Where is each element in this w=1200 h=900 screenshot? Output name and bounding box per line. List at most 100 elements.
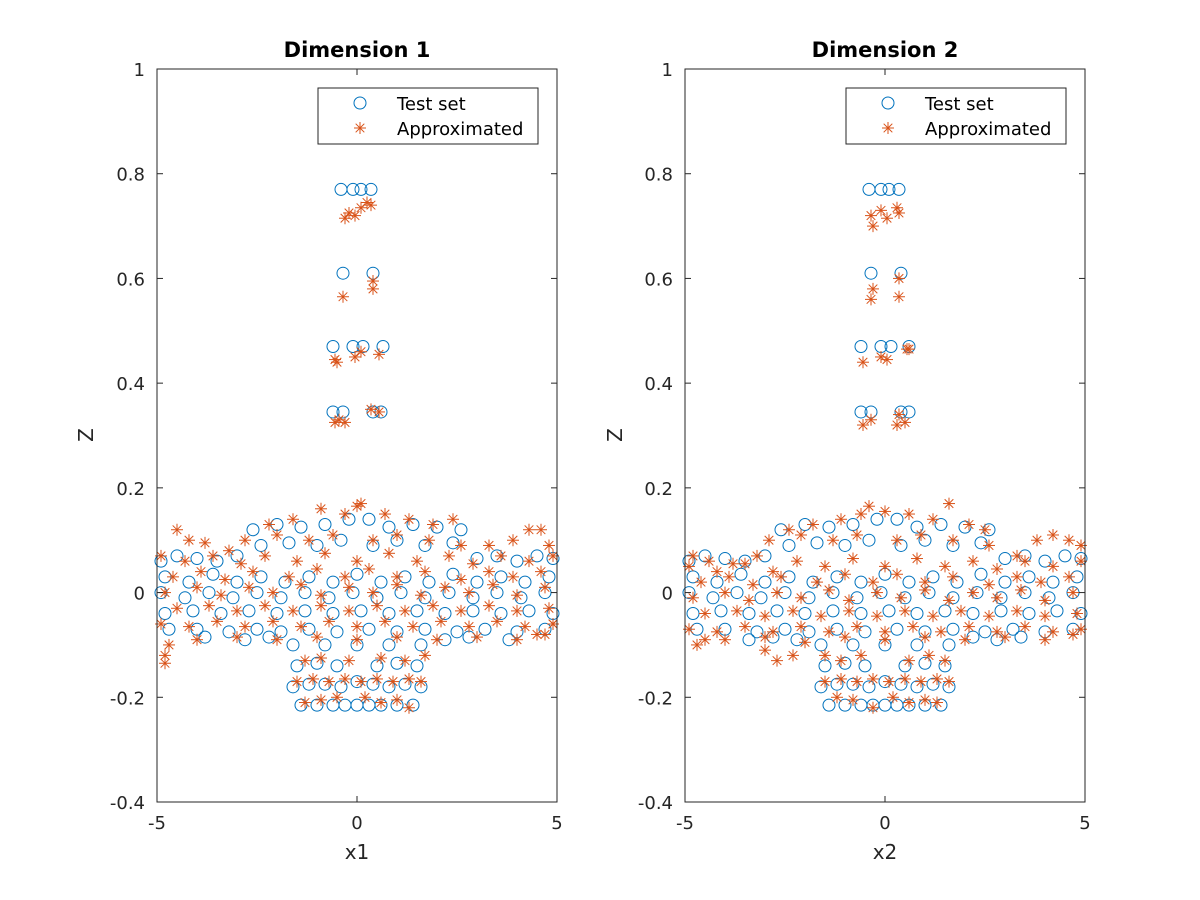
test-set-point [706,591,720,605]
approximated-point [919,693,931,706]
subplot-dimension-2: -5 0 5 -0.4 -0.2 0 0.2 0.4 0.6 0.8 1 Dimension 2 x… [603,38,1091,864]
approximated-point [947,570,959,583]
test-set-point [450,625,464,639]
approximated-point [287,513,299,526]
legend-label-approximated: Approximated [925,119,1051,140]
approximated-point [843,604,855,617]
asterisk-marker-icon [354,122,366,134]
approximated-point [819,675,831,688]
approximated-point [183,620,195,633]
approximated-point [349,350,361,363]
approximated-point [711,565,723,578]
test-set-point [782,538,796,552]
approximated-point [731,604,743,617]
approximated-point [523,523,535,536]
approximated-point [991,563,1003,576]
approximated-point [315,599,327,612]
approximated-point [491,615,503,628]
approximated-point [839,631,851,644]
approximated-point [455,573,467,586]
test-set-point [214,607,228,621]
approximated-point [295,620,307,633]
test-set-point [310,538,324,552]
approximated-point [403,513,415,526]
test-set-point [230,549,244,563]
test-set-point [918,656,932,670]
approximated-point [183,534,195,547]
test-set-point [326,575,340,589]
approximated-point [747,578,759,591]
approximated-point [399,654,411,667]
test-set-point [966,607,980,621]
test-set-point [382,607,396,621]
test-set-point [356,339,370,353]
approximated-point [247,565,259,578]
approximated-point [319,547,331,560]
approximated-point [867,220,879,233]
test-set-point [446,567,460,581]
test-set-point [926,570,940,584]
test-set-point [798,607,812,621]
test-set-point [1058,549,1072,563]
test-set-point [742,607,756,621]
approximated-point [719,633,731,646]
approximated-point [435,615,447,628]
approximated-point [291,675,303,688]
approximated-point [835,672,847,685]
approximated-point [903,508,915,521]
approximated-point [155,617,167,630]
test-set-point [226,591,240,605]
approximated-point [827,534,839,547]
test-set-point [274,591,288,605]
test-set-point [418,622,432,636]
approximated-point [419,649,431,662]
test-set-point [1006,622,1020,636]
test-set-point [230,575,244,589]
approximated-point [191,581,203,594]
approximated-point [519,620,531,633]
approximated-point [691,638,703,651]
test-set-point [364,182,378,196]
test-set-point [370,659,384,673]
approximated-point [867,672,879,685]
test-set-point [490,586,504,600]
approximated-point [323,675,335,688]
test-set-point [934,518,948,532]
approximated-point [483,599,495,612]
test-set-point [826,604,840,618]
approximated-point [365,403,377,416]
approximated-point [1047,528,1059,541]
approximated-point [739,557,751,570]
test-set-point [362,622,376,636]
approximated-point [403,672,415,685]
approximated-point [807,518,819,531]
approximated-point [287,604,299,617]
x-axis-label: x1 [345,840,370,864]
test-set-point [210,554,224,568]
approximated-point [775,570,787,583]
approximated-point [1011,570,1023,583]
test-set-point [170,549,184,563]
approximated-point [915,528,927,541]
approximated-point [903,343,915,356]
approximated-point [375,652,387,665]
approximated-point [787,604,799,617]
test-set-point [1038,554,1052,568]
approximated-point [315,693,327,706]
y-tick-label: 0.4 [116,374,145,395]
approximated-point [759,631,771,644]
approximated-point [1067,628,1079,641]
test-set-point [902,575,916,589]
approximated-point [495,549,507,562]
approximated-point [1011,604,1023,617]
approximated-point [699,633,711,646]
approximated-point [847,693,859,706]
approximated-point [819,560,831,573]
approximated-point [171,602,183,615]
test-set-point [942,638,956,652]
test-set-point [862,680,876,694]
chart-title: Dimension 1 [284,38,431,62]
approximated-point [411,555,423,568]
approximated-point [983,578,995,591]
approximated-point [943,594,955,607]
